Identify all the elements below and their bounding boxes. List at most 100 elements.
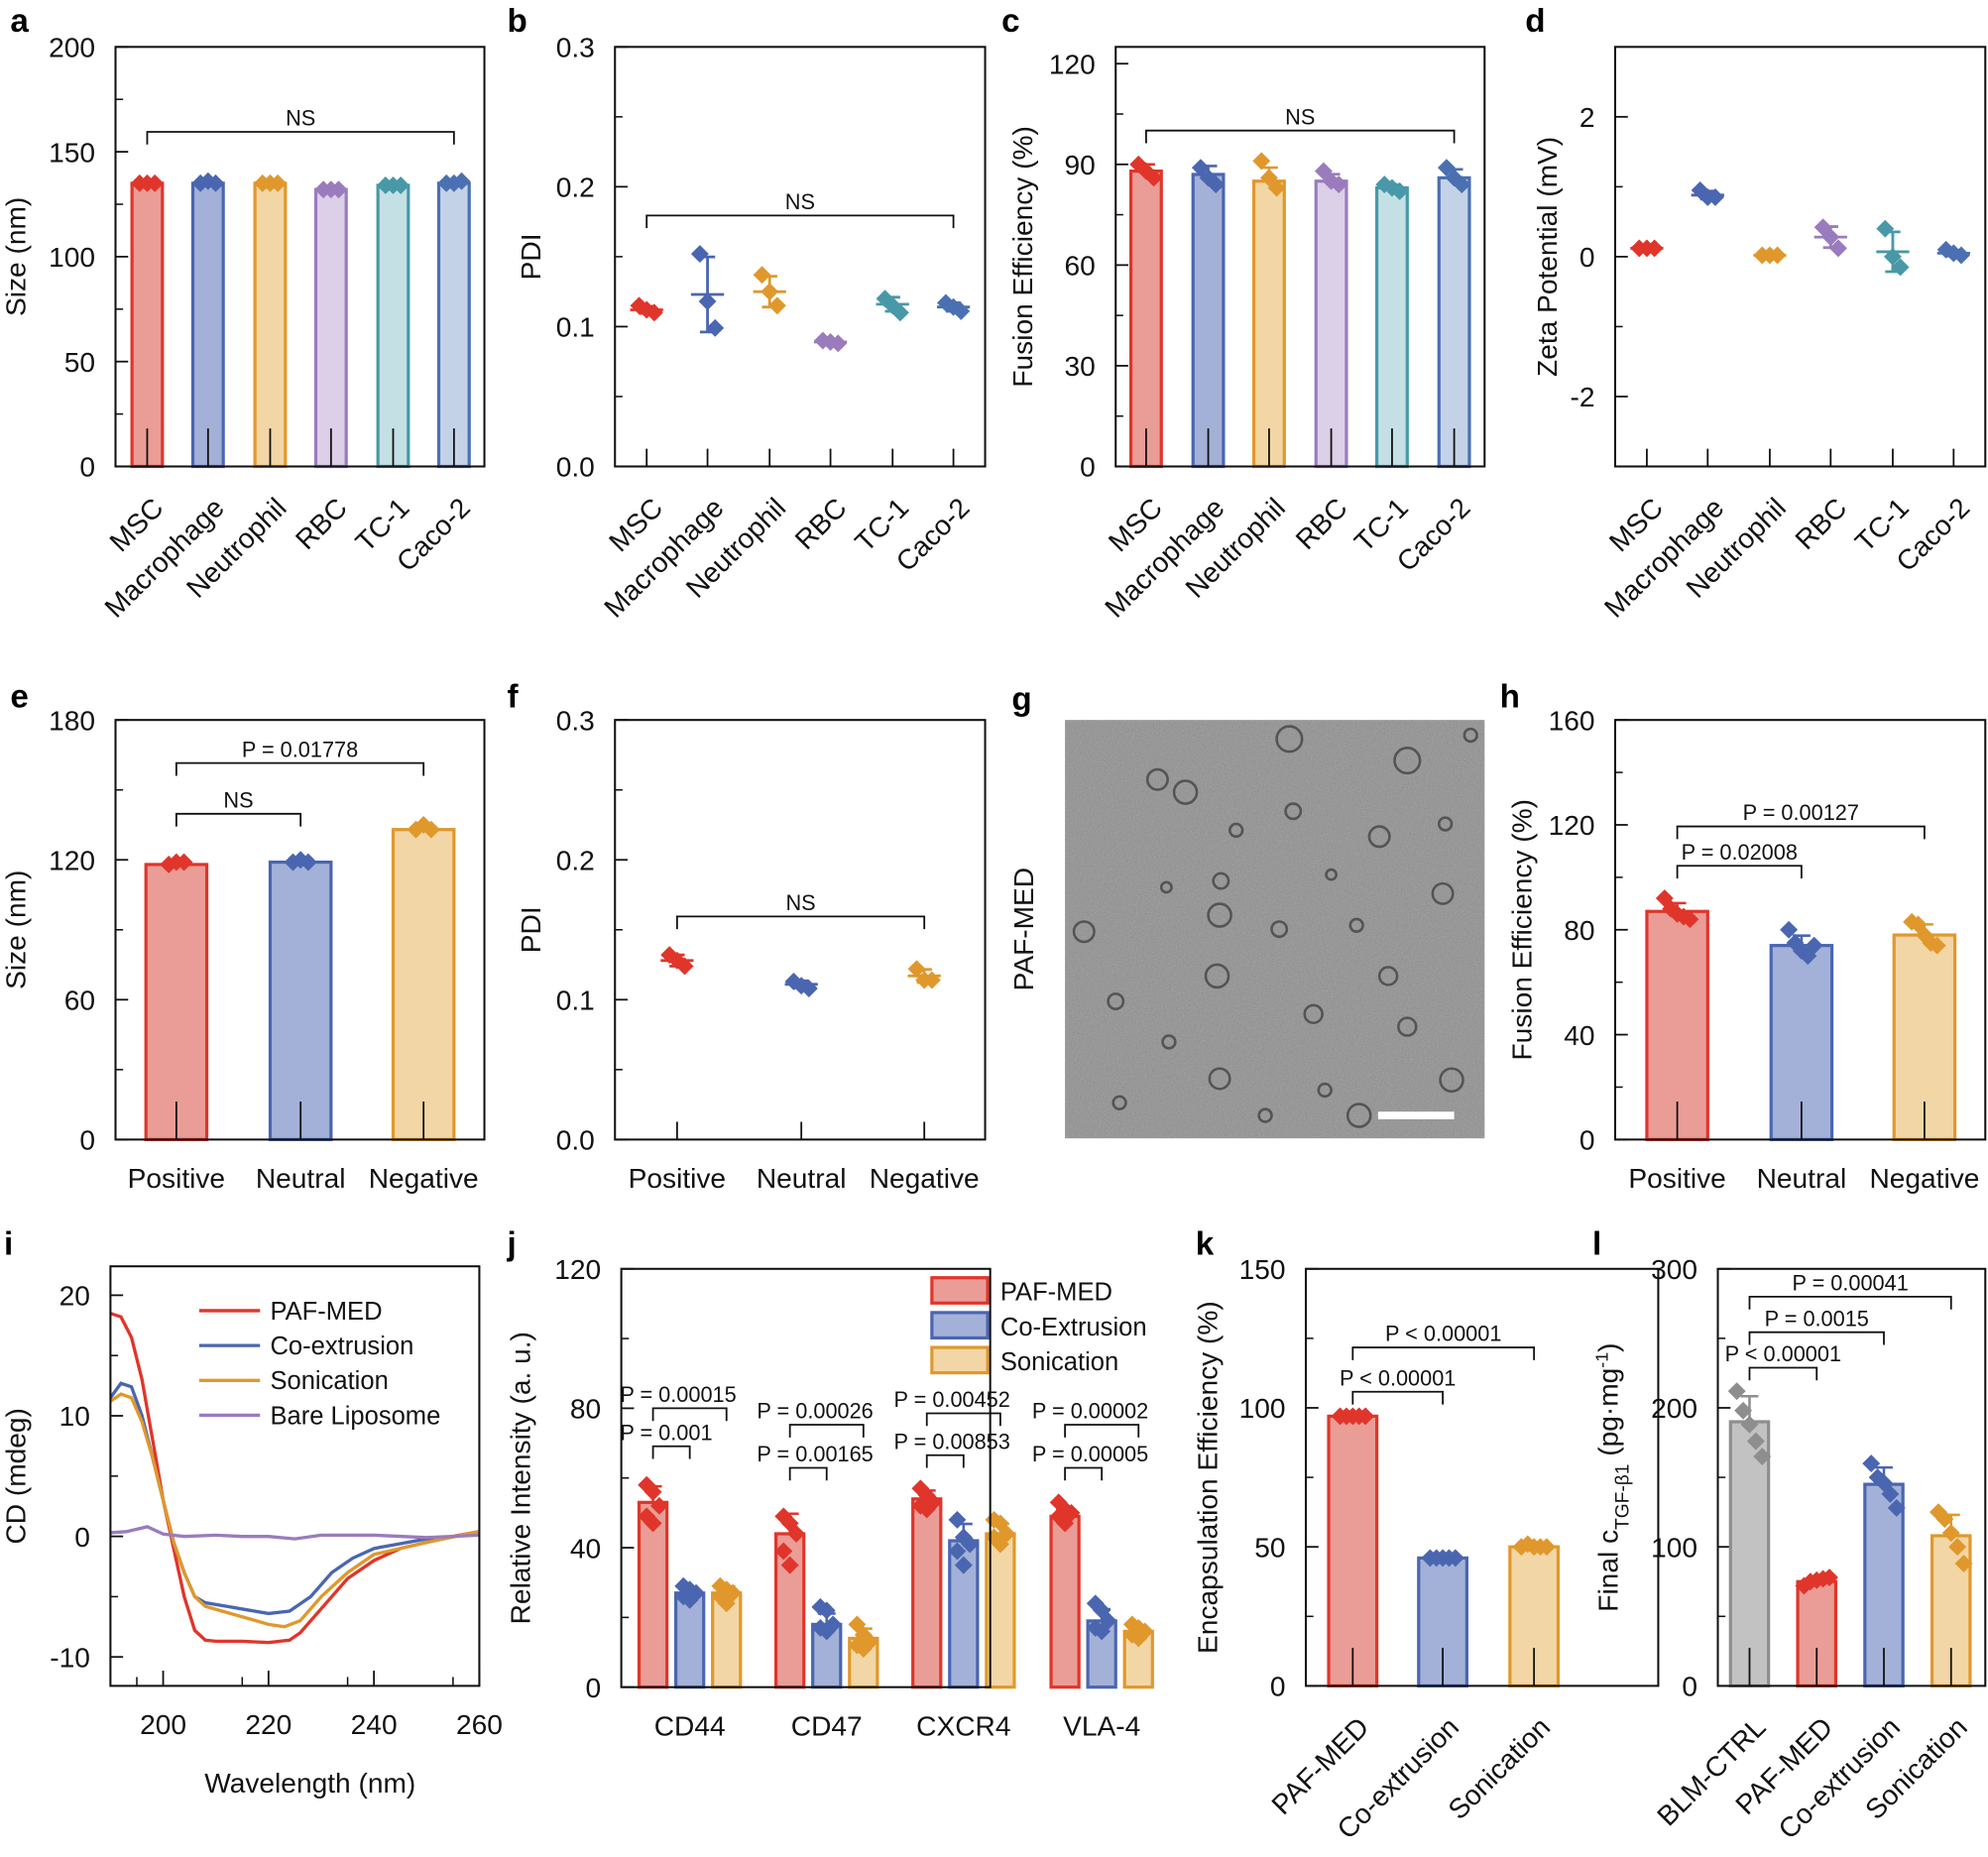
data-point [1928,936,1946,955]
data-point [421,820,440,839]
panel-j: j Relative Intensity (a. u.) 0 40 80 120 CD44 C… [506,1226,1154,1741]
y-axis-label: CD (mdeg) [1,1408,32,1544]
y-tick-label: 0 [1270,1672,1286,1702]
x-tick-label: 260 [456,1709,503,1740]
y-tick-label: 0 [1080,452,1096,483]
significance-bracket [675,915,926,930]
significance-bracket [788,1466,828,1481]
data-point [717,1594,736,1613]
y-tick-label: 100 [49,242,95,273]
series-line-sonication [110,1392,480,1629]
significance-label: P = 0.00165 [757,1442,873,1466]
vesicle [1303,1003,1324,1025]
vesicle [1172,779,1199,805]
panel-f: f PDI 0.0 0.1 0.2 0.3 Positive Neutral Negative N… [508,678,987,1194]
x-tick-label: RBC [789,492,853,555]
y-axis-label: Final cTGF-β1 (pg·mg-1) [1592,1342,1634,1611]
data-point [948,1510,967,1529]
series-line-paf-med [110,1312,480,1645]
data-point [1935,1510,1954,1529]
y-tick-label: 180 [49,705,95,736]
significance-bracket [1351,1346,1536,1360]
x-tick-label: 220 [245,1709,292,1740]
plot-frame [1716,1267,1987,1687]
significance-bracket [175,761,425,776]
panel-b: bPDI0.00.10.20.3MSCMacrophageNeutrophilR… [508,3,987,624]
significance-bracket [925,1412,1001,1427]
bar [313,187,348,469]
y-tick-label: 80 [1564,915,1594,946]
data-point [1537,1538,1556,1557]
significance-label: P = 0.00127 [1743,800,1859,825]
panel-i: i CD (mdeg) -10 0 10 20 200 220 240 260 Wavelength… [1,1226,503,1799]
data-point [1820,1568,1838,1586]
y-tick-label: 0 [79,452,95,483]
vesicle [1212,871,1230,890]
significance-bracket [925,1453,965,1468]
y-tick-label: 0.0 [556,1125,595,1156]
y-tick-label: 10 [59,1401,90,1432]
significance-label: P = 0.00452 [893,1387,1009,1412]
vesicles [1072,725,1478,1128]
vesicle [1348,917,1364,933]
data-point [854,1640,873,1658]
y-tick-label: 200 [49,33,95,63]
vesicle [1228,822,1244,839]
y-axis-label: Size (nm) [1,870,32,989]
vesicle [1367,825,1391,849]
bar [637,1500,669,1689]
data-point [890,303,909,322]
y-axis-label: Zeta Potential (mV) [1532,137,1563,377]
y-tick-label: 100 [1239,1393,1286,1424]
bar [1314,179,1348,469]
y-tick-label: 200 [1651,1393,1697,1424]
significance-label: P = 0.0015 [1765,1306,1869,1331]
x-tick-label: Positive [629,1163,726,1194]
vesicle [1317,1082,1333,1099]
plot-frame [1114,46,1486,468]
x-axis-label: Wavelength (nm) [204,1768,415,1799]
panel-h: h Fusion Efficiency (%) 0 40 80 120 160 Positiv… [1500,678,1987,1194]
x-tick-label: 240 [351,1709,398,1740]
vesicle [1107,992,1125,1010]
y-tick-label: 0.1 [556,312,595,343]
y-tick-label: 50 [1254,1532,1285,1563]
significance-label: NS [1285,104,1315,129]
y-tick-label: 120 [49,845,95,875]
plot-frame [114,46,486,468]
vesicle [1257,1107,1273,1123]
bar [376,183,410,469]
significance-label: P = 0.00041 [1792,1271,1908,1296]
significance-bracket [1676,825,1926,840]
panel-letter-l: l [1592,1226,1601,1263]
y-tick-label: 40 [570,1533,601,1564]
data-point [1453,175,1471,194]
vesicle [1437,816,1454,832]
scale-bar [1377,1111,1455,1119]
data-point [1706,187,1724,206]
bar [190,181,225,469]
y-tick-label: 0.3 [556,705,595,736]
series-line-bare-liposome [110,1525,480,1541]
data-point [817,1601,836,1620]
vesicle [1072,920,1096,944]
vesicle [1393,747,1422,775]
data-point [1207,175,1226,194]
significance-bracket [651,1407,728,1422]
y-axis-label: Size (nm) [1,197,32,316]
y-tick-label: 0 [1579,242,1595,273]
data-point [650,1496,668,1515]
data-point [706,318,725,337]
panel-letter-c: c [1001,3,1019,40]
significance-label: P = 0.00015 [620,1382,736,1407]
data-point [452,172,471,190]
x-tick-label: Negative [369,1163,479,1194]
y-tick-label: 60 [64,986,95,1016]
x-tick-label: VLA-4 [1063,1710,1140,1741]
vesicle [1345,1103,1372,1128]
x-tick-label: RBC [1790,492,1853,555]
vesicle [1207,902,1232,928]
x-tick-label: 200 [140,1709,186,1740]
data-point [961,1535,980,1554]
significance-label: P = 0.00002 [1032,1399,1148,1424]
